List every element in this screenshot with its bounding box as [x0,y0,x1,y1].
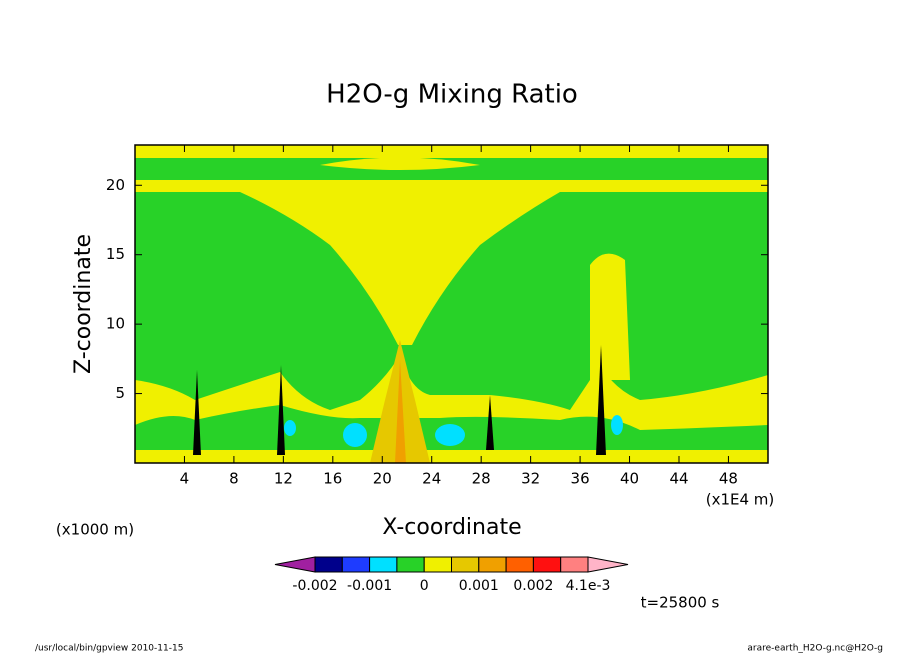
x-tick-label: 28 [472,470,491,488]
colorbar-tick-label: -0.001 [347,578,392,594]
contour-region [135,145,768,158]
contour-region [193,370,201,455]
chart-title: H2O-g Mixing Ratio [326,80,578,110]
x-tick-label: 32 [521,470,540,488]
contour-region [611,415,623,435]
colorbar-box [560,556,589,573]
colorbar-box [505,556,534,573]
colorbar-box [532,556,562,573]
contour-region [135,180,768,192]
footer-left: /usr/local/bin/gpview 2010-11-15 [35,644,183,654]
x-tick-label: 44 [669,470,688,488]
colorbar-tick-label: 0.001 [459,578,499,594]
x-tick-label: 40 [620,470,639,488]
y-axis-label: Z-coordinate [71,234,96,374]
contour-region [395,360,406,463]
x-tick-label: 48 [719,470,738,488]
colorbar-extend [587,556,629,573]
colorbar-box [423,556,453,573]
x-tick-label: 8 [229,470,239,488]
colorbar-box [314,556,343,573]
contour-region [284,420,296,436]
x-tick-label: 24 [422,470,441,488]
contour-region [343,423,367,447]
x-axis-label: X-coordinate [382,515,521,540]
colorbar-box [396,556,425,573]
y-tick-label: 15 [106,245,125,263]
x-tick-label: 16 [323,470,342,488]
colorbar-box [478,556,507,573]
x-tick-label: 36 [571,470,590,488]
x-unit: (x1E4 m) [706,491,775,509]
contour-region [486,395,494,450]
y-tick-label: 10 [106,315,125,333]
x-unit: (x1000 m) [56,521,134,539]
y-tick-label: 5 [115,384,125,402]
time-label: t=25800 s [641,594,720,612]
x-tick-label: 12 [274,470,293,488]
footer-right: arare-earth_H2O-g.nc@H2O-g [747,644,883,654]
x-tick-label: 20 [373,470,392,488]
colorbar-tick-label: 0 [420,578,429,594]
contour-field [135,145,768,463]
y-tick-label: 20 [106,176,125,194]
colorbar-box [451,556,480,573]
contour-region [135,450,768,463]
colorbar-tick-label: 4.1e-3 [566,578,611,594]
colorbar-box [341,556,371,573]
contour-region [435,424,465,446]
colorbar-box [369,556,398,573]
colorbar-tick-label: -0.002 [292,578,337,594]
x-tick-label: 4 [180,470,190,488]
contour-region [277,365,285,455]
contour-region [240,192,560,345]
plot-frame [134,144,769,464]
colorbar-tick-label: 0.002 [513,578,553,594]
contour-region [596,345,606,455]
contour-region [590,253,630,380]
contour-region [320,157,480,170]
